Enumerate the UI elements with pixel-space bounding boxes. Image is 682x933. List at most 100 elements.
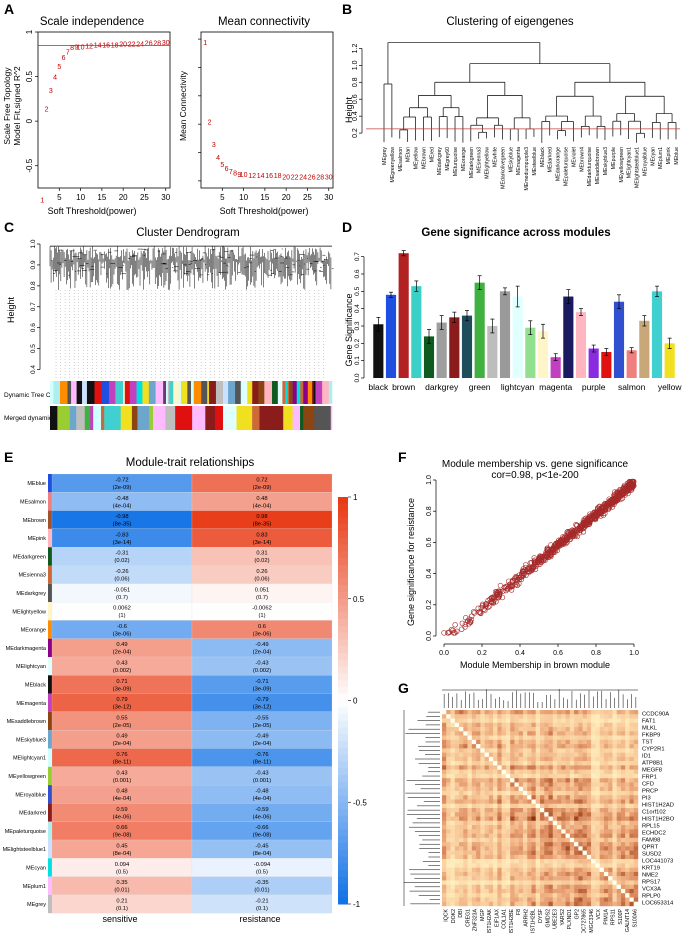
tom-cell	[442, 731, 447, 736]
tom-cell	[548, 837, 553, 843]
tom-cell	[633, 859, 639, 864]
data-point	[602, 510, 608, 517]
tom-cell	[527, 769, 532, 775]
tom-cell	[446, 846, 451, 851]
tom-cell	[480, 748, 485, 753]
tom-cell	[540, 786, 545, 792]
tom-cell	[586, 863, 592, 868]
tom-cell	[603, 773, 609, 779]
tom-cell	[527, 727, 532, 732]
tom-cell	[493, 739, 498, 745]
tom-cell	[578, 825, 583, 830]
tom-cell	[510, 833, 515, 839]
tom-cell	[454, 786, 460, 792]
tom-cell	[578, 876, 583, 881]
cell-p: (8e-35)	[253, 522, 272, 528]
tom-cell	[625, 812, 630, 817]
data-point	[587, 516, 594, 523]
tom-cell	[505, 752, 511, 758]
tom-cell	[450, 854, 455, 860]
tom-cell	[620, 761, 626, 766]
cell-p: (1)	[258, 613, 265, 619]
tom-cell	[497, 739, 502, 745]
tom-cell	[599, 710, 605, 715]
tom-cell	[463, 773, 468, 779]
tom-cell	[578, 744, 583, 749]
tom-cell	[552, 718, 558, 723]
tom-cell	[544, 876, 549, 881]
bar-lightcyan	[512, 296, 523, 378]
tom-cell	[459, 748, 464, 753]
tom-cell	[561, 854, 566, 860]
tom-cell	[501, 799, 507, 804]
tom-cell	[578, 884, 583, 890]
tom-cell	[442, 765, 447, 770]
row-label: MElightcyan	[16, 664, 46, 670]
leaf-label: MEmediumpurple3	[524, 147, 530, 191]
data-point	[580, 529, 587, 535]
tom-cell	[548, 825, 553, 830]
tom-cell	[544, 769, 549, 775]
tom-cell	[599, 812, 605, 817]
leaf-label: MEblack	[540, 147, 546, 167]
data-point	[571, 530, 578, 536]
tom-cell	[540, 880, 545, 885]
y-tick-label: 0	[25, 118, 34, 123]
tom-cell	[446, 863, 451, 868]
cell-r: 0.71	[116, 679, 127, 685]
tom-cell	[557, 837, 562, 843]
tom-cell	[561, 884, 566, 890]
tom-cell	[557, 859, 562, 864]
tom-cell	[484, 761, 490, 766]
module-color-swatch	[48, 894, 52, 914]
data-point	[467, 619, 474, 625]
colorbar-step	[338, 646, 348, 654]
colorbar-step	[338, 578, 348, 586]
tom-cell	[595, 825, 600, 830]
tom-cell	[476, 859, 481, 864]
tom-cell	[484, 871, 490, 877]
tom-cell	[595, 718, 600, 723]
tom-cell	[625, 773, 630, 779]
power-point: 18	[274, 173, 282, 180]
colorbar-step	[338, 707, 348, 715]
tom-cell	[446, 735, 451, 741]
color-block	[84, 406, 91, 430]
power-point: 6	[225, 166, 229, 173]
tom-cell	[612, 722, 617, 728]
tom-cell	[493, 829, 498, 834]
tom-cell	[459, 778, 464, 783]
tom-cell	[629, 761, 634, 766]
tom-cell	[591, 790, 596, 796]
cell-p: (4e-04)	[253, 503, 272, 509]
tom-cell	[620, 782, 626, 787]
tom-cell	[557, 884, 562, 890]
row-label: MEcyan	[26, 865, 46, 871]
module-color-swatch	[48, 766, 52, 786]
tom-cell	[450, 752, 455, 758]
tom-cell	[471, 731, 477, 736]
tom-cell	[518, 876, 524, 881]
tom-cell	[450, 808, 455, 813]
tom-cell	[557, 739, 562, 745]
tom-cell	[476, 799, 481, 804]
tom-cell	[463, 722, 468, 728]
tom-cell	[459, 722, 464, 728]
panel-c-cluster-dendrogram: Cluster Dendrogram Height 0.40.50.60.70.…	[4, 227, 334, 430]
tom-cell	[569, 722, 575, 728]
tom-cell	[446, 782, 451, 787]
tom-cell	[467, 803, 473, 809]
tom-cell	[548, 786, 553, 792]
tom-cell	[484, 825, 490, 830]
data-point	[612, 489, 618, 495]
col-gene-label: S100P	[618, 908, 624, 924]
tom-cell	[625, 854, 630, 860]
tom-cell	[616, 773, 622, 779]
color-block	[136, 381, 143, 404]
tom-cell	[578, 731, 583, 736]
bar-grey60	[499, 291, 511, 378]
tom-cell	[501, 727, 507, 732]
tom-cell	[510, 769, 515, 775]
tom-cell	[505, 773, 511, 779]
tom-cell	[591, 756, 596, 762]
